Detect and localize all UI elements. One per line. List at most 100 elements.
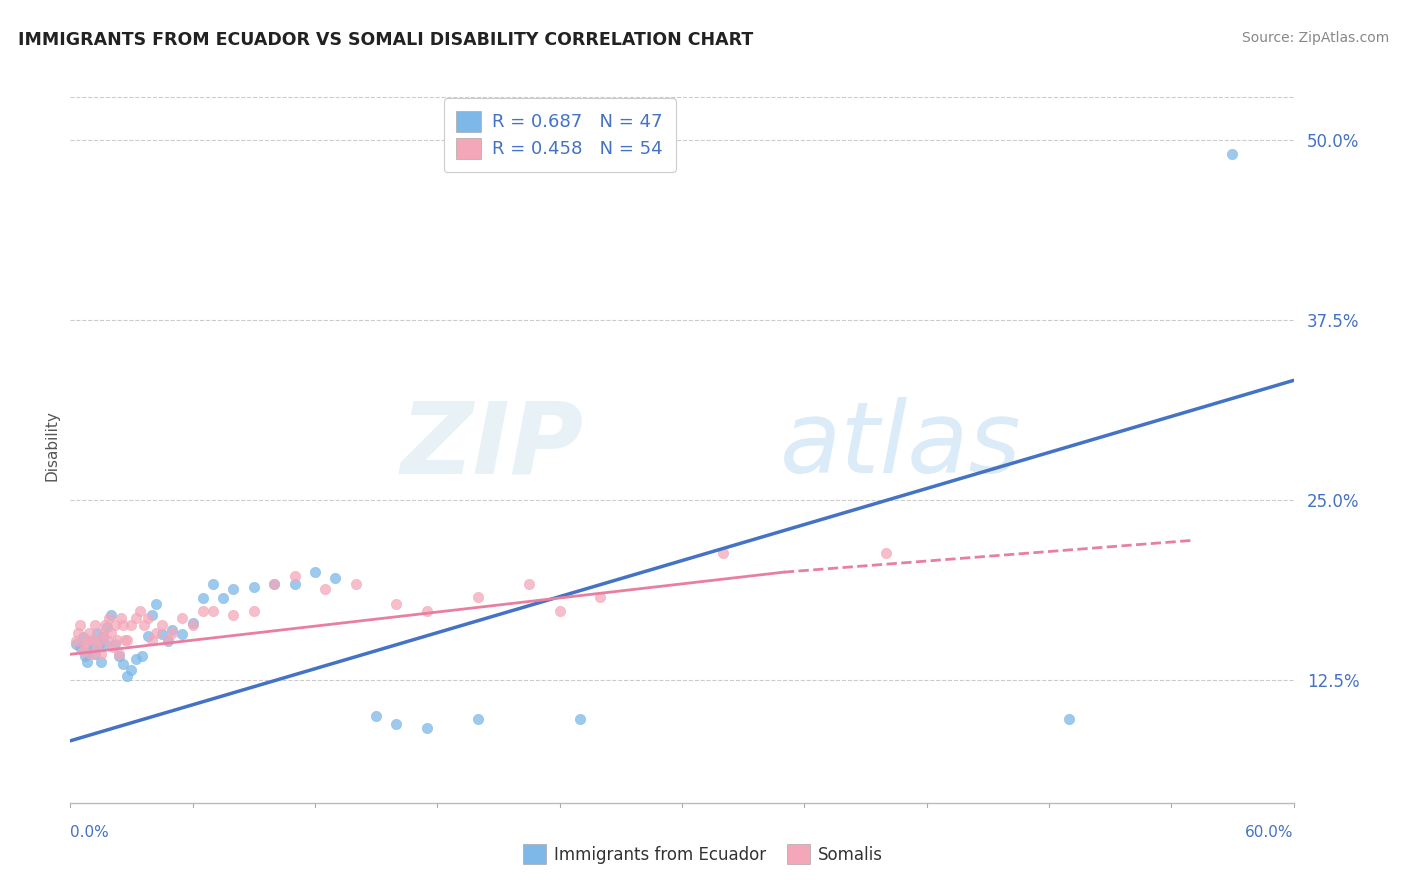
Point: [82, 632, 104, 647]
Y-axis label: Disability: Disability: [44, 410, 59, 482]
Point: [157, 634, 180, 648]
Text: Source: ZipAtlas.com: Source: ZipAtlas.com: [1241, 31, 1389, 45]
Point: [90, 648, 112, 662]
Point: [82, 640, 104, 654]
Point: [132, 618, 155, 632]
Point: [94, 637, 117, 651]
Point: [1057, 712, 1080, 726]
Text: IMMIGRANTS FROM ECUADOR VS SOMALI DISABILITY CORRELATION CHART: IMMIGRANTS FROM ECUADOR VS SOMALI DISABI…: [18, 31, 754, 49]
Point: [104, 637, 127, 651]
Point: [96, 620, 118, 634]
Point: [568, 712, 592, 726]
Point: [157, 632, 180, 647]
Point: [212, 591, 235, 606]
Point: [96, 632, 118, 647]
Point: [108, 648, 131, 662]
Point: [222, 608, 245, 623]
Legend: Immigrants from Ecuador, Somalis: Immigrants from Ecuador, Somalis: [516, 838, 890, 871]
Point: [172, 611, 194, 625]
Point: [98, 611, 121, 625]
Point: [467, 590, 489, 604]
Point: [112, 618, 135, 632]
Point: [105, 632, 128, 647]
Point: [243, 580, 266, 594]
Text: 0.0%: 0.0%: [70, 825, 110, 840]
Text: ZIP: ZIP: [401, 398, 583, 494]
Point: [117, 669, 139, 683]
Point: [202, 604, 225, 618]
Point: [69, 618, 91, 632]
Point: [467, 712, 489, 726]
Point: [76, 655, 98, 669]
Point: [128, 604, 150, 618]
Point: [136, 611, 159, 625]
Point: [65, 634, 87, 648]
Point: [91, 625, 114, 640]
Point: [416, 721, 439, 735]
Point: [86, 640, 108, 654]
Point: [77, 644, 100, 658]
Point: [366, 709, 388, 723]
Point: [243, 604, 266, 618]
Point: [548, 604, 571, 618]
Point: [141, 608, 163, 623]
Point: [222, 582, 245, 597]
Point: [711, 546, 734, 560]
Point: [86, 625, 108, 640]
Point: [108, 648, 131, 663]
Point: [284, 576, 307, 591]
Point: [65, 637, 87, 651]
Point: [94, 618, 117, 632]
Point: [121, 663, 143, 677]
Point: [263, 576, 285, 591]
Point: [73, 648, 96, 663]
Point: [90, 655, 112, 669]
Point: [72, 630, 94, 644]
Point: [589, 590, 612, 604]
Point: [162, 623, 183, 637]
Point: [263, 576, 285, 591]
Point: [181, 615, 204, 630]
Point: [284, 569, 307, 583]
Text: atlas: atlas: [780, 398, 1021, 494]
Point: [112, 657, 135, 672]
Point: [191, 604, 214, 618]
Point: [77, 625, 100, 640]
Text: 60.0%: 60.0%: [1246, 825, 1294, 840]
Point: [191, 591, 214, 606]
Point: [72, 644, 94, 658]
Point: [91, 630, 114, 644]
Point: [344, 576, 367, 591]
Point: [104, 618, 127, 632]
Point: [1220, 147, 1243, 161]
Point: [67, 625, 90, 640]
Point: [100, 625, 122, 640]
Point: [69, 640, 91, 654]
Point: [79, 634, 103, 648]
Point: [202, 576, 225, 591]
Point: [121, 618, 143, 632]
Point: [517, 576, 540, 591]
Point: [150, 618, 173, 632]
Point: [87, 637, 110, 651]
Point: [314, 582, 336, 597]
Point: [162, 625, 183, 640]
Point: [124, 651, 146, 665]
Point: [73, 637, 96, 651]
Point: [304, 565, 326, 579]
Point: [110, 611, 132, 625]
Point: [385, 716, 408, 731]
Point: [323, 571, 347, 585]
Point: [100, 608, 122, 623]
Point: [87, 632, 110, 647]
Point: [141, 632, 163, 647]
Point: [875, 546, 897, 560]
Point: [124, 611, 146, 625]
Point: [117, 632, 139, 647]
Point: [131, 648, 153, 663]
Point: [150, 627, 173, 641]
Point: [172, 627, 194, 641]
Point: [114, 632, 136, 647]
Point: [79, 648, 103, 662]
Point: [145, 597, 167, 611]
